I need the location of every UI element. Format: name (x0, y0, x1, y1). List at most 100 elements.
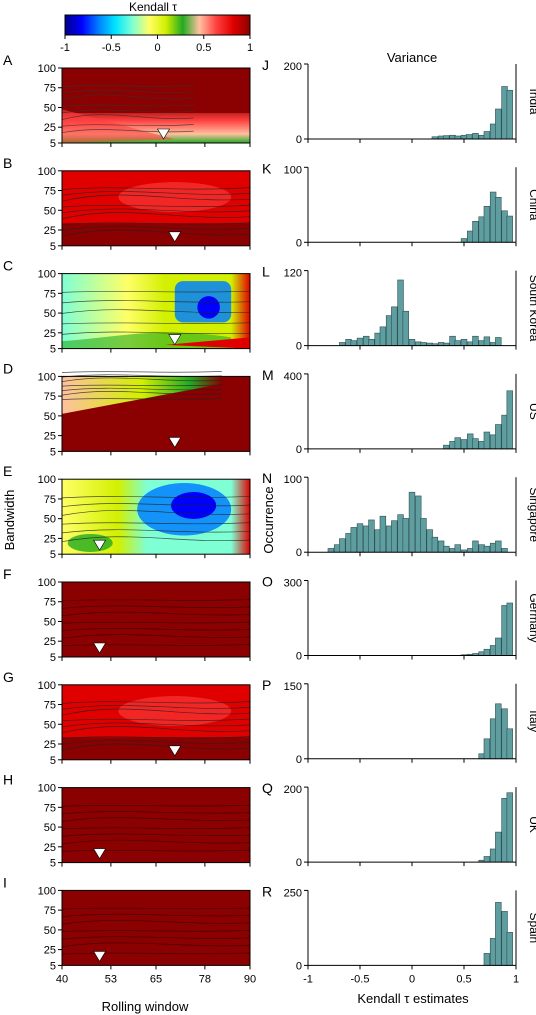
y-tick-label: 100 (38, 63, 56, 75)
y-tick-label: 0 (296, 651, 302, 663)
country-label: US (527, 403, 536, 420)
country-label: India (527, 88, 536, 114)
histogram-bar (460, 238, 468, 243)
y-tick-label: 100 (38, 783, 56, 795)
histogram-bar (495, 108, 502, 140)
heatmap-panel-a: A 5 25 50 75 100 (3, 52, 251, 150)
panel-letter: R (262, 883, 272, 899)
y-tick-label: 50 (44, 102, 56, 114)
histogram-bar (368, 339, 375, 346)
y-tick-label: 100 (38, 885, 56, 897)
histogram-bar (495, 424, 502, 450)
histogram-bar (443, 545, 450, 553)
histogram-bar (506, 390, 513, 450)
y-tick-label: 25 (44, 636, 56, 648)
y-tick-label: 0 (296, 547, 302, 559)
heatmap-panel-c: C 5 25 50 75 100 (3, 258, 251, 356)
marker-triangle (93, 951, 107, 962)
y-tick-label: 25 (44, 431, 56, 443)
histogram-bar (483, 545, 491, 553)
colorbar-bar (64, 14, 251, 36)
y-tick-label: 5 (50, 858, 56, 870)
y-tick-label: 25 (44, 945, 56, 957)
y-tick-label: 0 (296, 754, 302, 766)
histogram-bar (495, 703, 502, 760)
colorbar-ticks: -1 -0.5 0 0.5 1 (60, 35, 253, 54)
histogram-bar (472, 221, 479, 243)
panel-letter: M (262, 367, 274, 383)
histogram-bar (495, 197, 502, 243)
y-tick-label: 100 (38, 269, 56, 281)
histogram-bar (495, 831, 502, 863)
y-tick-label: 75 (44, 288, 56, 300)
panel-letter: P (262, 677, 271, 693)
histogram-o: 0 300 O Germany (262, 574, 536, 663)
histogram-bar (431, 536, 439, 553)
panel-letter: K (262, 160, 272, 176)
histogram-bar (472, 438, 479, 450)
y-tick-label: 100 (38, 577, 56, 589)
histogram-bar (495, 337, 502, 346)
panel-letter: D (3, 360, 13, 376)
y-tick-label: 150 (284, 681, 302, 693)
country-label: South Korea (527, 275, 536, 342)
histogram-bar (379, 326, 387, 346)
y-tick-label: 75 (44, 494, 56, 506)
y-tick-label: 0 (296, 237, 302, 249)
histogram-bar (466, 134, 473, 140)
panel-letter: A (3, 52, 13, 68)
marker-triangle (168, 231, 182, 243)
histogram-bar (368, 519, 375, 553)
histogram-bar (506, 602, 513, 656)
left-xlabel: Rolling window (102, 999, 189, 1014)
x-tick-label: -1 (303, 973, 313, 985)
marker-triangle (168, 745, 182, 757)
histogram-bar (506, 728, 513, 760)
marker-triangle (168, 437, 182, 448)
y-tick-label: 100 (38, 474, 56, 486)
histogram-bar (506, 792, 513, 863)
colorbar-tick-label: -1 (60, 42, 70, 54)
histogram-bar (327, 548, 335, 553)
y-tick-label: 75 (44, 597, 56, 609)
heatmap-panel-d: D 5 25 50 75 100 (3, 360, 251, 458)
right-ylabel: Occurrence (261, 486, 276, 553)
y-tick-label: 200 (284, 61, 302, 73)
colorbar-tick-label: 0 (154, 42, 160, 54)
histogram-bar (483, 738, 491, 760)
histogram-bar (506, 89, 513, 140)
country-label: Italy (527, 710, 536, 732)
histogram-bar (495, 637, 502, 656)
y-tick-label: 25 (44, 533, 56, 545)
y-tick-label: 100 (284, 164, 302, 176)
y-tick-label: 50 (44, 411, 56, 423)
marker-triangle (93, 539, 107, 551)
y-tick-label: 50 (44, 616, 56, 628)
x-tick-label: -0.5 (351, 973, 370, 985)
x-tick-label: 0.5 (456, 973, 471, 985)
histogram-bar (408, 491, 416, 553)
marker-triangle (168, 334, 182, 346)
y-tick-label: 0 (296, 444, 302, 456)
histogram-bar (506, 215, 513, 243)
heatmap-panel-f: F 5 25 50 75 100 (3, 566, 251, 664)
heatmap-panel-e: E 5 25 50 75 100 (3, 463, 251, 561)
histogram-bar (483, 953, 491, 966)
y-tick-label: 5 (50, 960, 56, 972)
histogram-k: 0 100 K China (262, 160, 536, 249)
x-tick-label: 1 (513, 973, 519, 985)
y-tick-label: 100 (284, 474, 302, 486)
y-tick-label: 5 (50, 755, 56, 767)
histogram-bar (443, 444, 450, 450)
histogram-bar (472, 335, 479, 346)
variance-title: Variance (387, 50, 437, 65)
country-label: China (527, 189, 536, 221)
colorbar-tick-label: -0.5 (102, 42, 121, 54)
histogram-bar (501, 548, 508, 553)
y-tick-label: 50 (44, 308, 56, 320)
colorbar: Kendall τ -1 -0.5 0 0.5 1 (60, 0, 253, 54)
panel-letter: C (3, 258, 13, 274)
country-label: Singapore (527, 487, 536, 542)
